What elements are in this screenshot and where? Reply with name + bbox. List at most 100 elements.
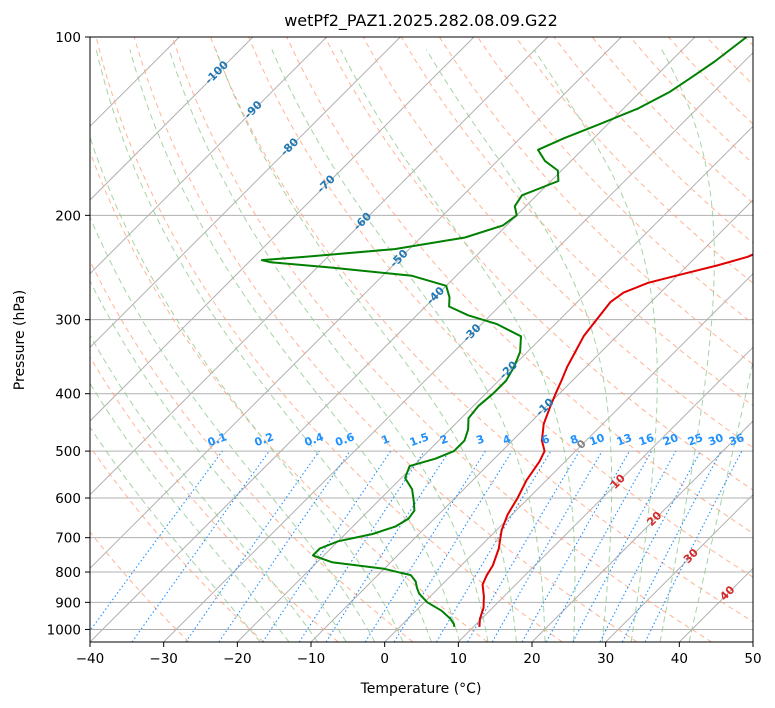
moist-adiabat-line bbox=[90, 334, 319, 642]
mixing-ratio-line bbox=[185, 450, 320, 642]
dry-adiabat-line bbox=[400, 37, 753, 407]
moist-adiabat-line bbox=[129, 49, 461, 642]
mixing-ratio-label: 1.5 bbox=[408, 430, 431, 449]
x-tick-label: 40 bbox=[671, 651, 688, 667]
y-tick-label: 500 bbox=[55, 444, 81, 460]
mixing-ratio-label: 6 bbox=[540, 432, 552, 447]
moist-adiabat-line bbox=[90, 215, 376, 642]
y-tick-label: 400 bbox=[55, 387, 81, 403]
moist-adiabat-line bbox=[425, 49, 613, 642]
mixing-ratio-label: 2 bbox=[438, 432, 450, 447]
mixing-ratio-line bbox=[325, 450, 450, 642]
mixing-ratio-line bbox=[131, 450, 270, 642]
x-tick-label: 20 bbox=[523, 651, 540, 667]
x-tick-label: 10 bbox=[450, 651, 467, 667]
moist-adiabat-line bbox=[90, 279, 347, 642]
isotherm-line bbox=[90, 37, 254, 201]
y-tick-label: 200 bbox=[55, 208, 81, 224]
moist-adiabat-line bbox=[168, 49, 489, 642]
x-tick-label: −20 bbox=[223, 651, 252, 667]
isotherm-line bbox=[163, 51, 753, 642]
mixing-ratio-label: 8 bbox=[568, 432, 580, 447]
moist-adiabat-line bbox=[271, 49, 546, 642]
mixing-ratio-label: 0.6 bbox=[334, 430, 357, 449]
moist-adiabat-line bbox=[95, 49, 432, 642]
moist-adiabat-line bbox=[215, 49, 517, 642]
isotherm-line bbox=[90, 37, 549, 496]
isotherm-line bbox=[90, 37, 622, 570]
x-tick-label: 0 bbox=[380, 651, 389, 667]
moist-adiabat-line bbox=[90, 426, 261, 642]
mixing-ratio-label: 36 bbox=[727, 431, 746, 449]
dry-adiabat-line bbox=[90, 356, 339, 642]
isotherm-line bbox=[90, 37, 475, 422]
y-tick-label: 700 bbox=[55, 531, 81, 547]
isotherm-line bbox=[531, 420, 753, 642]
x-tick-label: −40 bbox=[76, 651, 105, 667]
x-axis-title: Temperature (°C) bbox=[360, 681, 482, 697]
dry-adiabat-line bbox=[90, 150, 488, 642]
mixing-ratio-label: 13 bbox=[615, 431, 634, 448]
y-tick-label: 1000 bbox=[47, 622, 81, 638]
mixing-ratio-label: 3 bbox=[474, 432, 486, 447]
isotherm-line bbox=[90, 37, 401, 349]
isotherm-line bbox=[605, 493, 753, 642]
mixing-ratio-label: 16 bbox=[637, 431, 656, 449]
mixing-ratio-line bbox=[572, 450, 677, 642]
plot-frame bbox=[89, 36, 754, 643]
dry-adiabat-line bbox=[171, 37, 712, 642]
isotherm-line bbox=[457, 346, 753, 642]
y-tick-label: 800 bbox=[55, 565, 81, 581]
dry-adiabat-line bbox=[210, 37, 753, 623]
chart-title: wetPf2_PAZ1.2025.282.08.09.G22 bbox=[284, 11, 558, 31]
mixing-ratio-label: 1 bbox=[380, 432, 392, 447]
dry-adiabat-line bbox=[90, 531, 190, 642]
profile-series bbox=[260, 37, 753, 628]
moist-adiabat-line bbox=[533, 49, 658, 642]
mixing-ratio-label: 0.2 bbox=[253, 430, 276, 449]
background-lines bbox=[90, 37, 753, 642]
mixing-ratio-line bbox=[262, 450, 392, 642]
mixing-ratio-label: 0.4 bbox=[303, 430, 326, 449]
mixing-ratio-label: 4 bbox=[501, 432, 513, 447]
mixing-ratio-label: 0.1 bbox=[206, 430, 229, 449]
mixing-ratio-label: 10 bbox=[588, 431, 607, 449]
y-tick-label: 900 bbox=[55, 595, 81, 611]
mixing-ratio-line bbox=[90, 450, 223, 632]
x-tick-label: −10 bbox=[297, 651, 326, 667]
mixing-ratio-line bbox=[393, 450, 513, 642]
dewpoint-profile-line bbox=[260, 37, 748, 628]
y-tick-label: 300 bbox=[55, 313, 81, 329]
dry-adiabat-line bbox=[90, 445, 264, 642]
dry-adiabat-line bbox=[90, 259, 414, 642]
y-axis-title: Pressure (hPa) bbox=[12, 290, 28, 390]
mixing-ratio-line bbox=[218, 450, 351, 642]
y-axis: 100 200 300 400 500 600 700 800 900 1000 bbox=[47, 30, 90, 638]
dry-adiabat-line bbox=[95, 37, 563, 642]
x-tick-label: 30 bbox=[597, 651, 614, 667]
mixing-ratio-label: 30 bbox=[706, 431, 725, 449]
x-axis: −40 −30 −20 −10 0 10 20 30 40 50 bbox=[76, 642, 762, 667]
dry-adiabat-line bbox=[515, 37, 753, 284]
isotherm-line bbox=[90, 37, 696, 642]
mixing-ratio-label: 20 bbox=[661, 431, 680, 449]
isotherm-line bbox=[90, 37, 328, 275]
temperature-profile-line bbox=[478, 253, 753, 627]
isotherm-line bbox=[384, 272, 753, 642]
moist-adiabat-line bbox=[90, 382, 290, 642]
mixing-ratio-label: 25 bbox=[686, 431, 705, 448]
moist-adiabat-line bbox=[90, 135, 404, 642]
moist-adiabat-line bbox=[688, 358, 753, 642]
dry-adiabat-line bbox=[248, 37, 753, 578]
x-tick-label: 50 bbox=[744, 651, 761, 667]
dry-adiabat-line bbox=[286, 37, 753, 534]
y-tick-label: 100 bbox=[55, 30, 81, 46]
mixing-ratio-line bbox=[644, 450, 743, 642]
mixing-ratio-line bbox=[545, 450, 653, 642]
x-tick-label: −30 bbox=[149, 651, 178, 667]
y-tick-label: 600 bbox=[55, 491, 81, 507]
mixing-ratio-line bbox=[521, 450, 630, 642]
moist-adiabat-line bbox=[659, 49, 715, 642]
